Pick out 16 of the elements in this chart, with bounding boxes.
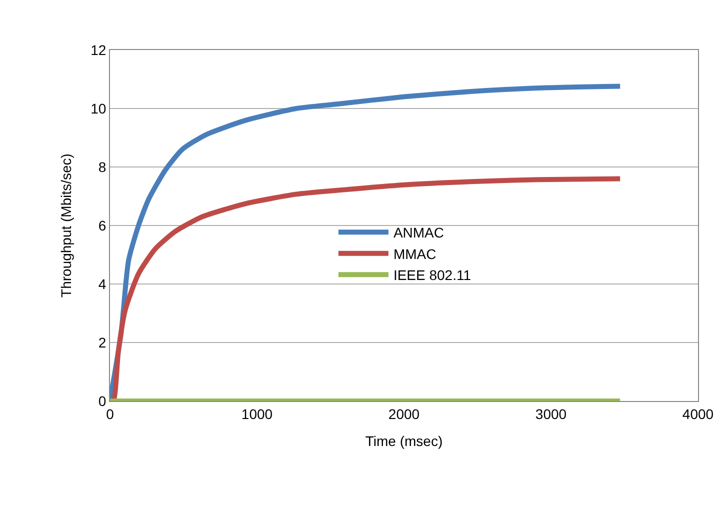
y-tick-label: 12 bbox=[90, 42, 106, 58]
x-axis-title: Time (msec) bbox=[365, 433, 443, 450]
y-axis-title: Throughput (Mbits/sec) bbox=[58, 154, 74, 298]
x-tick-label: 2000 bbox=[388, 406, 420, 422]
y-tick-label: 2 bbox=[98, 334, 106, 350]
legend-label: MMAC bbox=[393, 246, 436, 262]
y-tick-label: 4 bbox=[98, 276, 106, 292]
x-tick-label: 1000 bbox=[241, 406, 273, 422]
legend-label: ANMAC bbox=[393, 224, 444, 241]
x-tick-label: 4000 bbox=[682, 406, 714, 422]
y-tick-label: 10 bbox=[90, 100, 106, 116]
y-tick-label: 0 bbox=[98, 392, 106, 409]
y-tick-label: 6 bbox=[98, 217, 106, 234]
legend-label: IEEE 802.11 bbox=[393, 267, 472, 284]
x-tick-label: 3000 bbox=[535, 406, 567, 422]
y-tick-label: 8 bbox=[98, 158, 106, 175]
